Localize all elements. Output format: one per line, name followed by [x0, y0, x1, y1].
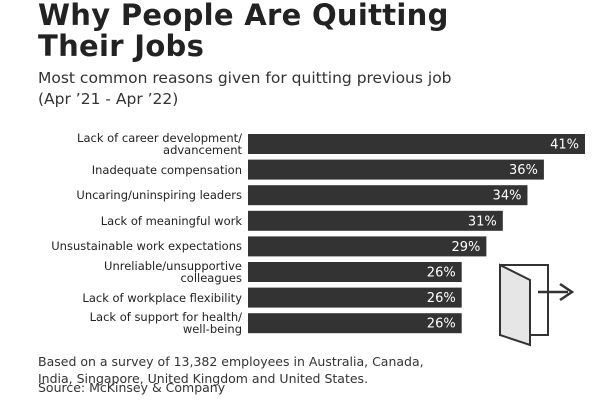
category-label: Uncaring/uninspiring leaders	[76, 188, 242, 203]
category-label: Unreliable/unsupportive colleagues	[104, 259, 242, 285]
value-label: 41%	[550, 138, 579, 153]
bar	[248, 287, 462, 308]
value-label: 36%	[509, 163, 538, 178]
bar	[248, 185, 528, 206]
chart-title: Why People Are Quitting Their Jobs	[38, 0, 449, 63]
value-label: 31%	[468, 214, 497, 229]
bar	[248, 236, 487, 257]
source: Source: McKinsey & Company	[38, 380, 226, 395]
chart-subtitle: Most common reasons given for quitting p…	[38, 69, 452, 108]
bar	[248, 262, 462, 282]
category-label: Lack of meaningful work	[100, 213, 242, 228]
note: Based on a survey of 13,382 employees in…	[38, 354, 424, 386]
category-label: Lack of support for health/ well-being	[89, 310, 242, 337]
bar	[248, 313, 462, 334]
category-label: Unsustainable work expectations	[51, 239, 242, 254]
value-label: 29%	[451, 240, 480, 255]
exit-door-icon	[499, 263, 575, 347]
category-label: Inadequate compensation	[91, 162, 242, 177]
value-label: 26%	[427, 291, 456, 306]
value-label: 34%	[493, 189, 522, 204]
value-label: 26%	[427, 266, 456, 281]
bar	[248, 134, 585, 154]
bar	[248, 159, 544, 180]
bar	[248, 210, 503, 231]
category-label: Lack of workplace flexibility	[82, 290, 242, 305]
value-label: 26%	[427, 317, 456, 332]
category-label: Lack of career development/ advancement	[77, 131, 242, 157]
